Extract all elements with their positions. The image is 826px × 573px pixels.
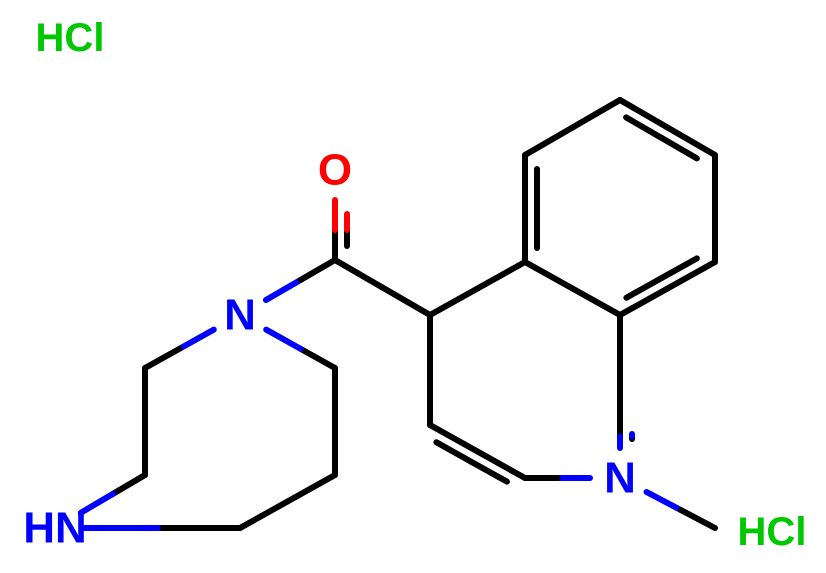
bond-line [288, 475, 336, 502]
atom-label-O9: O [318, 146, 352, 195]
hcl-1: HCl [36, 16, 105, 60]
bond-line [300, 260, 335, 280]
bond-line [266, 330, 300, 349]
bond-line [668, 262, 716, 289]
bond-line [478, 262, 526, 289]
bond-line [266, 280, 301, 300]
bond-line [668, 128, 716, 156]
atom-label-N18: N [604, 454, 636, 503]
bond-line [301, 349, 335, 368]
bond-line [145, 349, 179, 368]
bond-line [573, 100, 621, 128]
bond-line [240, 502, 288, 529]
hcl-2: HCl [738, 510, 807, 554]
bond-line [620, 100, 668, 128]
molecule-diagram: N HN O N HCl HCl [0, 0, 826, 573]
atom-label-N4: HN [23, 504, 87, 553]
bond-line [681, 510, 715, 528]
bond-line [525, 128, 573, 156]
bond-line [525, 262, 573, 289]
bond-line [430, 425, 478, 452]
bond-line [573, 289, 621, 316]
bond-line [430, 289, 478, 316]
bond-line [113, 475, 145, 494]
bond-line [179, 330, 213, 349]
bond-line [647, 492, 681, 510]
bond-line [478, 452, 526, 479]
bond-line [335, 260, 383, 288]
bond-line [620, 289, 668, 316]
bond-line [383, 288, 431, 316]
atom-label-N1: N [224, 291, 256, 340]
